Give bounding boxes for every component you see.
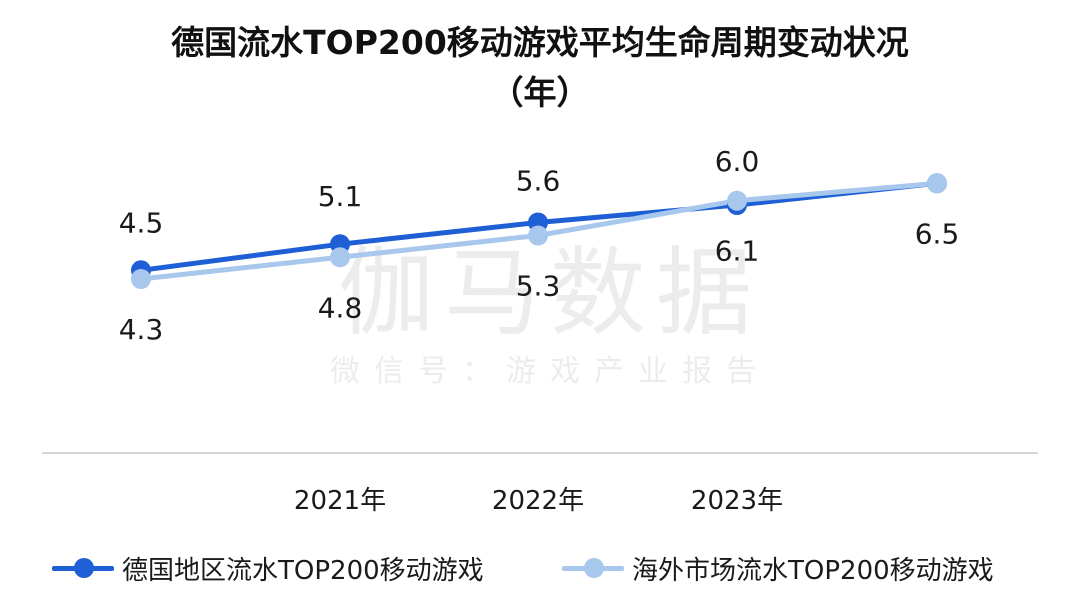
data-point-overseas-3	[727, 190, 747, 211]
data-label-overseas-0: 4.3	[119, 313, 164, 346]
data-label-overseas-4: 6.5	[915, 217, 960, 250]
data-label-overseas-1: 4.8	[318, 291, 363, 324]
x-tick-label-2: 2022年	[492, 486, 584, 516]
data-label-germany-1: 5.1	[318, 180, 363, 213]
data-label-overseas-3: 6.1	[715, 235, 760, 268]
legend-swatch-overseas	[562, 558, 624, 578]
title-line-1: 德国流水TOP200移动游戏平均生命周期变动状况	[171, 23, 909, 62]
legend-item-germany: 德国地区流水TOP200移动游戏	[52, 543, 484, 593]
data-point-overseas-2	[528, 225, 548, 246]
data-point-overseas-4	[927, 173, 947, 194]
data-point-overseas-1	[330, 247, 350, 268]
data-label-germany-3: 6.0	[715, 145, 760, 178]
x-tick-label-3: 2023年	[691, 486, 783, 516]
data-label-germany-0: 4.5	[119, 206, 164, 239]
data-label-overseas-2: 5.3	[516, 270, 561, 303]
legend-swatch-germany	[52, 558, 114, 578]
chart-title: 德国流水TOP200移动游戏平均生命周期变动状况 （年）	[0, 18, 1080, 118]
legend-item-overseas: 海外市场流水TOP200移动游戏	[562, 543, 994, 593]
legend-label-overseas: 海外市场流水TOP200移动游戏	[632, 555, 994, 586]
watermark-logo-text: 伽马数据	[338, 237, 762, 349]
x-tick-label-1: 2021年	[294, 486, 386, 516]
legend-label-germany: 德国地区流水TOP200移动游戏	[122, 555, 484, 586]
chart-legend: 德国地区流水TOP200移动游戏 海外市场流水TOP200移动游戏	[0, 543, 1080, 593]
data-label-germany-2: 5.6	[516, 164, 561, 197]
title-line-2: （年）	[490, 73, 590, 112]
line-chart: 4.5 5.1 5.6 6.0 4.3 4.8 5.3 6.1 6.5 2021年 2022年 20…	[42, 145, 1038, 516]
data-point-overseas-0	[131, 269, 151, 289]
watermark-subtext: 微信号：游戏产业报告	[330, 354, 770, 389]
